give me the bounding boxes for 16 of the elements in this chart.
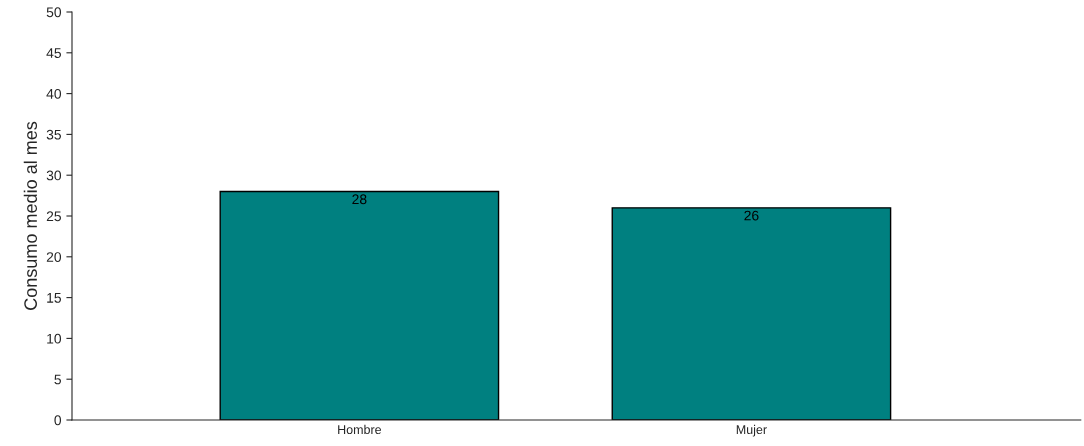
y-axis-title: Consumo medio al mes: [23, 121, 38, 310]
y-tick-label: 5: [54, 374, 61, 385]
y-tick-label: 25: [46, 211, 61, 222]
y-tick-label: 30: [46, 170, 62, 181]
y-tick-label: 10: [47, 333, 62, 344]
x-tick-label: Hombre: [338, 424, 382, 435]
y-tick-label: 0: [54, 415, 62, 426]
y-tick-label: 15: [47, 293, 61, 303]
y-tick-label: 50: [46, 7, 62, 18]
y-tick-label: 45: [46, 48, 61, 58]
y-tick-label: 35: [46, 129, 61, 140]
data-label: 28: [352, 194, 367, 205]
y-tick-label: 20: [46, 252, 62, 262]
data-label: 26: [744, 210, 759, 221]
y-tick-label: 40: [46, 88, 62, 99]
x-tick-label: Mujer: [736, 424, 767, 437]
